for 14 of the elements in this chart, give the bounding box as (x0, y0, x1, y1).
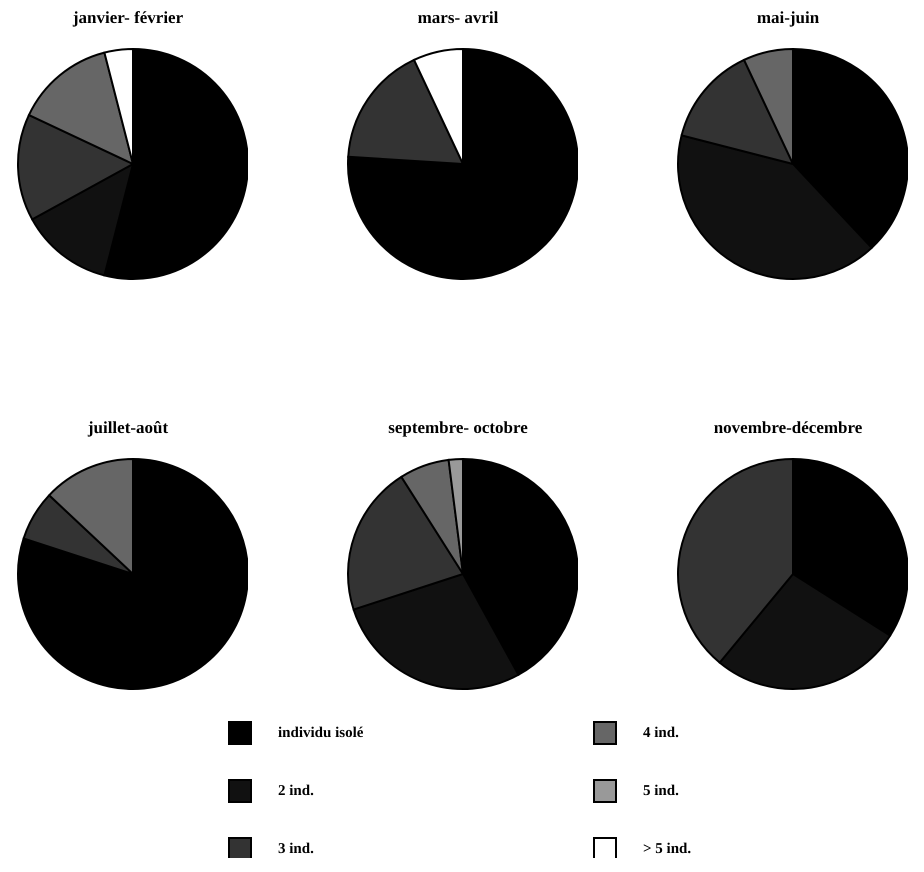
legend-label: individu isolé (278, 724, 364, 742)
legend-label: 3 ind. (278, 840, 314, 858)
chart-title: novembre-décembre (712, 418, 864, 439)
chart-title: juillet-août (86, 418, 170, 439)
legend-label: 2 ind. (278, 782, 314, 800)
chart-title: mai-juin (756, 8, 820, 29)
chart-title: mars- avril (416, 8, 500, 29)
chart-title: janvier- février (72, 8, 184, 29)
chart-title: septembre- octobre (387, 418, 529, 439)
pie-slice (17, 458, 248, 690)
legend-label: 5 ind. (643, 782, 679, 800)
legend-label: 4 ind. (643, 724, 679, 742)
pie-slice (347, 48, 578, 280)
legend-label: > 5 ind. (643, 840, 692, 858)
